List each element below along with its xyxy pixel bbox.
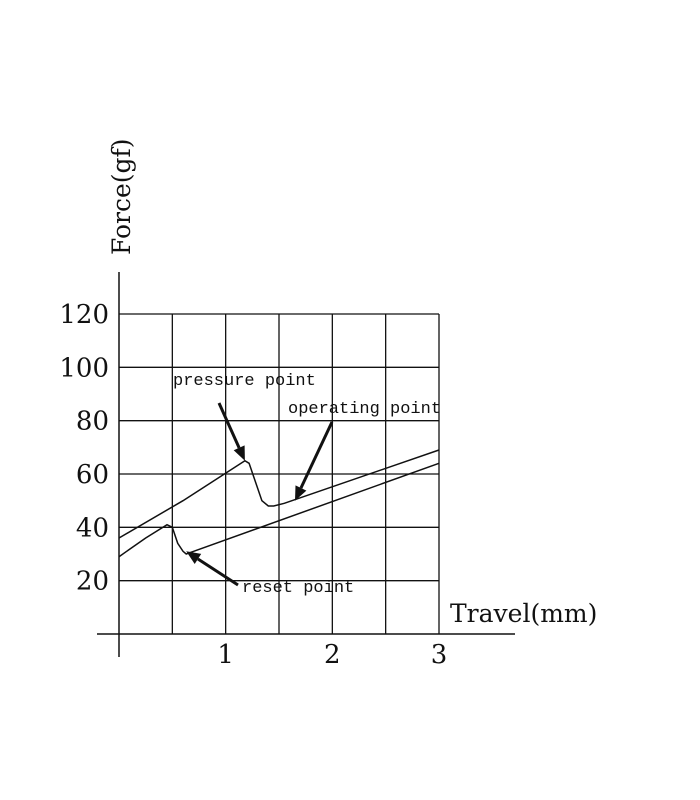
y-tick-label: 120 — [59, 300, 109, 330]
grid — [119, 313, 440, 634]
annotation-arrow — [217, 402, 241, 449]
y-tick-label: 100 — [59, 353, 109, 383]
annotation-label: operating point — [288, 400, 441, 419]
annotation-arrow — [197, 557, 239, 587]
y-tick-label: 60 — [76, 460, 109, 490]
tick-labels: 20 40 60 80 100 120 1 2 3 — [59, 300, 447, 670]
annotation-label: pressure point — [173, 372, 316, 391]
x-tick-label: 1 — [217, 640, 234, 670]
annotation-arrowhead — [186, 551, 202, 564]
y-tick-label: 80 — [76, 407, 109, 437]
annotation-arrowhead — [233, 445, 245, 461]
annotation-arrowhead — [295, 485, 307, 501]
annotations: pressure point operating point reset point — [173, 372, 441, 598]
x-axis-label: Travel(mm) — [450, 599, 597, 628]
y-tick-label: 20 — [76, 567, 109, 597]
annotation-arrow — [299, 421, 334, 489]
x-tick-label: 3 — [431, 640, 448, 670]
y-axis-label: Force(gf) — [107, 138, 136, 255]
series-line-1 — [118, 449, 440, 539]
y-tick-label: 40 — [76, 513, 109, 543]
annotation-label: reset point — [242, 579, 354, 598]
x-tick-label: 2 — [324, 640, 341, 670]
axes — [97, 272, 515, 657]
